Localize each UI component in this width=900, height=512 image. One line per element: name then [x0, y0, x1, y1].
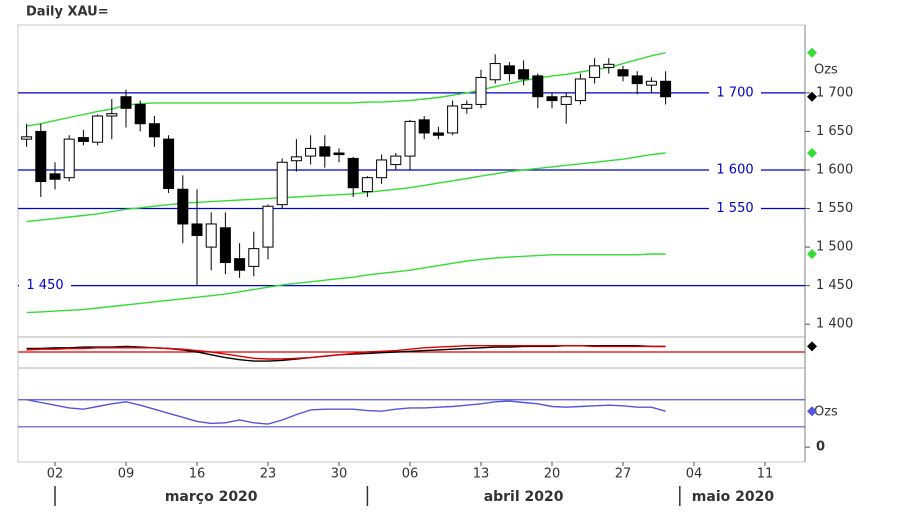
overlay-line [26, 253, 666, 314]
candle-body [177, 188, 189, 225]
candle-body [347, 157, 359, 189]
level-label: 1 600 [716, 162, 753, 177]
y-unit-label: Ozs [814, 63, 838, 78]
candle-body [518, 69, 530, 80]
candle-body [35, 130, 47, 183]
last-value-marker [807, 148, 817, 159]
candle-body [134, 103, 146, 125]
x-tick-label: 04 [686, 467, 703, 482]
last-value-marker [807, 406, 817, 417]
candle-body [546, 96, 558, 102]
x-tick-label: 02 [47, 467, 64, 482]
indicator-line [26, 399, 666, 425]
candle-body [532, 75, 544, 98]
candle-body [163, 138, 175, 189]
x-tick-label: 23 [260, 467, 277, 482]
candle-body [248, 248, 260, 267]
candle-body [276, 161, 288, 206]
candle-body [92, 115, 104, 143]
last-value-marker [807, 91, 817, 102]
candle-body [361, 177, 373, 193]
y-tick-label: 1 550 [816, 201, 853, 216]
candle-body [106, 113, 118, 117]
y-tick-label: 1 600 [816, 162, 853, 177]
last-value-marker [807, 249, 817, 260]
candle-body [333, 152, 345, 156]
candle-body [461, 103, 473, 109]
month-label: março 2020 [165, 489, 258, 505]
candle-body [603, 63, 615, 68]
candle-body [390, 155, 402, 166]
level-label-bg [709, 84, 761, 101]
candle-body [432, 132, 444, 136]
x-tick-label: 13 [473, 467, 490, 482]
candle-body [475, 76, 487, 105]
candle-body [219, 227, 231, 264]
indicator-line [26, 345, 666, 360]
candle-body [489, 63, 501, 81]
last-value-marker [807, 47, 817, 58]
level-label: 1 550 [716, 201, 753, 216]
candle-body [631, 75, 643, 85]
level-label-bg [709, 200, 761, 217]
candle-body [234, 258, 246, 271]
candle-body [560, 96, 572, 105]
overlay-line [26, 52, 666, 127]
candle-body [503, 65, 515, 75]
candle-body [447, 105, 459, 134]
y-tick-label: 1 400 [816, 317, 853, 332]
candle-body [49, 173, 61, 180]
level-label: 1 450 [26, 278, 63, 293]
candle-body [191, 223, 203, 237]
candle-body [63, 138, 75, 179]
y-tick-label: 1 450 [816, 278, 853, 293]
candle-body [262, 205, 274, 248]
level-label: 1 700 [716, 85, 753, 100]
candle-body [376, 159, 388, 179]
y-tick-label: 1 500 [816, 240, 853, 255]
candle-body [617, 69, 629, 77]
last-value-marker [807, 341, 817, 352]
candle-body [77, 137, 89, 142]
candle-body [645, 80, 657, 86]
x-tick-label: 30 [331, 467, 348, 482]
candle-body [418, 119, 430, 134]
candle-body [290, 156, 302, 162]
candle-body [589, 65, 601, 78]
x-tick-label: 09 [118, 467, 135, 482]
candle-body [319, 146, 331, 157]
overlay-line [26, 152, 666, 223]
y-tick-label: 1 650 [816, 124, 853, 139]
candle-body [305, 147, 317, 157]
y-tick-label: 1 700 [816, 85, 853, 100]
candle-body [21, 136, 33, 140]
candle-body [660, 80, 672, 98]
x-tick-label: 16 [189, 467, 206, 482]
candle-body [205, 223, 217, 248]
candle-body [120, 96, 132, 109]
candle-body [574, 78, 586, 102]
x-tick-label: 20 [544, 467, 561, 482]
candle-body [148, 123, 160, 138]
y-unit-label: Ozs [814, 404, 838, 419]
y-tick-label: 0 [816, 440, 825, 455]
x-tick-label: 27 [615, 467, 632, 482]
candle-body [404, 120, 416, 157]
chart-title: Daily XAU= [26, 5, 109, 20]
x-tick-label: 11 [757, 467, 774, 482]
x-tick-label: 06 [402, 467, 419, 482]
level-label-bg [19, 277, 71, 294]
month-label: maio 2020 [692, 489, 775, 505]
level-label-bg [709, 161, 761, 178]
month-label: abril 2020 [484, 489, 564, 505]
